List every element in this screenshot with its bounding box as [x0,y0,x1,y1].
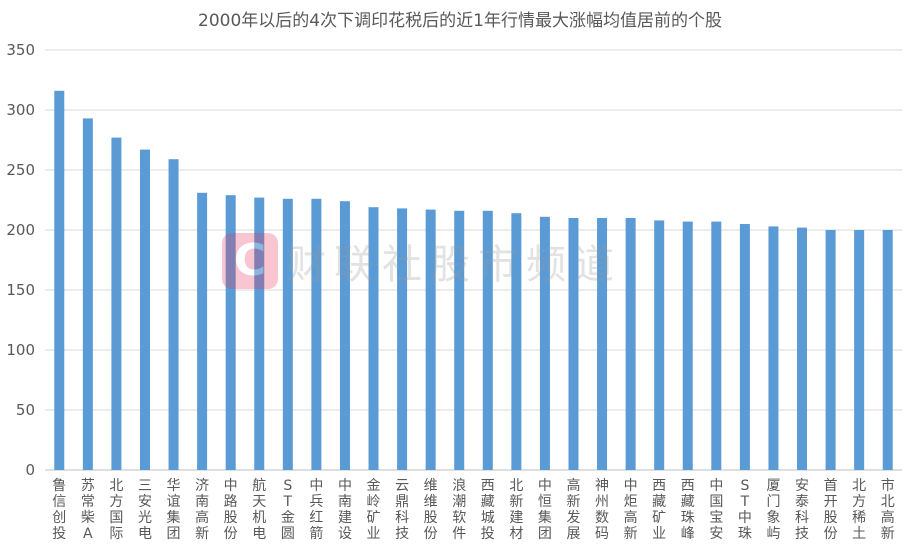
bar [682,221,693,470]
bar [368,207,379,470]
x-tick-label: 三安光电 [138,478,152,542]
y-tick-label: 200 [6,221,35,239]
x-tick-label: 中炬高新 [624,478,638,542]
bars [54,90,893,471]
bar [339,201,350,470]
bar [568,218,579,470]
x-tick-label: 航天机电 [252,478,266,542]
x-tick-label: 中路股份 [224,478,238,542]
bar [625,218,636,470]
bar [482,210,493,471]
y-tick-label: 100 [6,341,35,359]
x-tick-label: 浪潮软件 [452,478,466,542]
bar [139,149,150,470]
x-tick-label: 西藏矿业 [652,478,666,542]
chart-title: 2000年以后的4次下调印花税后的近1年行情最大涨幅均值居前的个股 [198,11,722,31]
bar [425,209,436,470]
bar [168,159,179,470]
y-tick-label: 300 [6,101,35,119]
x-tick-label: 中南建设 [338,478,352,542]
x-tick-label: 西藏城投 [481,478,495,542]
bar [282,198,293,471]
y-tick-label: 0 [25,461,35,479]
bar [454,210,465,471]
bar [254,197,265,470]
x-tick-label: 鲁信创投 [52,478,66,542]
x-tick-label: 维维股份 [424,478,438,542]
bar [197,192,208,471]
bar [82,118,93,471]
x-tick-label: 安泰科技 [795,478,809,542]
y-tick-label: 350 [6,41,35,59]
watermark-logo: C [222,233,278,289]
bar [854,230,865,470]
x-tick-label: 金岭矿业 [367,478,381,542]
x-tick-label: 北新建材 [509,478,523,542]
bar [882,230,893,470]
bar [768,226,779,470]
bar [225,195,236,470]
bar [539,216,550,470]
x-tick-label: 中国宝安 [709,478,723,542]
x-tick-label: 西藏珠峰 [681,478,695,542]
bar [654,220,665,470]
x-tick-label: 中恒集团 [538,478,552,542]
watermark: C 财联社股市频道 [222,232,622,290]
x-tick-label: 高新发展 [566,477,580,542]
y-axis-ticks: 0 50 100 150 200 250 300 350 [6,41,35,479]
bar [311,198,322,471]
x-tick-label: S T 金圆 [281,478,295,542]
y-tick-label: 150 [6,281,35,299]
bar [54,90,65,471]
y-tick-label: 50 [16,401,35,419]
bar [111,137,122,470]
x-tick-label: 苏常柴 A [81,478,95,542]
x-tick-label: 首开股份 [824,478,838,542]
x-tick-label: 厦门象屿 [766,478,780,542]
gridlines [45,49,902,471]
bar [797,227,808,470]
watermark-text: 财联社股市频道 [286,242,622,288]
bar [825,230,836,470]
x-tick-label: 华谊集团 [167,478,181,542]
bar [511,213,522,470]
x-tick-label: 中兵红箭 [309,478,323,542]
bar [597,218,608,470]
x-tick-label: 北方稀土 [852,478,866,542]
bar [711,221,722,470]
x-tick-label: 北方国际 [109,478,123,542]
y-tick-label: 250 [6,161,35,179]
x-tick-label: 济南高新 [195,478,209,542]
x-tick-label: 云鼎科技 [395,478,409,542]
x-tick-label: S T 中珠 [738,478,752,542]
x-tick-label: 神州数码 [595,478,609,542]
bar [739,224,750,470]
bar [397,208,408,470]
x-tick-label: 市北高新 [881,477,895,542]
